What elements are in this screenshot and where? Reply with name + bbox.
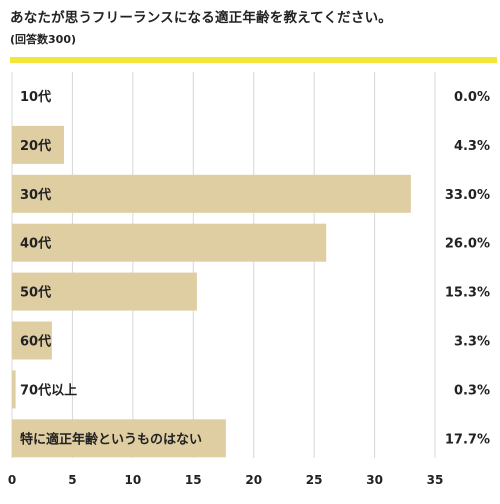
bar: [12, 321, 52, 360]
x-tick-label: 30: [366, 473, 383, 487]
bar: [12, 370, 16, 409]
bar: [12, 223, 327, 262]
chart-subtitle: (回答数300): [10, 33, 77, 46]
chart-title: あなたが思うフリーランスになる適正年齢を教えてください。: [10, 10, 392, 26]
category-label: 70代以上: [20, 382, 77, 398]
bar: [12, 419, 226, 458]
x-tick-label: 5: [68, 473, 76, 487]
category-label: 50代: [20, 285, 51, 301]
x-tick-label: 35: [427, 473, 444, 487]
category-label: 60代: [20, 334, 51, 350]
category-label: 20代: [20, 138, 51, 154]
value-label: 0.3%: [454, 383, 490, 398]
value-label: 17.7%: [445, 432, 490, 447]
x-tick-label: 15: [185, 473, 202, 487]
value-label: 33.0%: [445, 188, 490, 203]
category-label: 特に適正年齢というものはない: [20, 431, 202, 447]
category-label: 30代: [20, 187, 51, 203]
bar: [12, 125, 64, 164]
value-label: 15.3%: [445, 286, 490, 301]
category-label: 40代: [20, 236, 51, 252]
x-tick-label: 25: [306, 473, 323, 487]
value-label: 3.3%: [454, 335, 490, 350]
bar: [12, 272, 197, 311]
value-label: 26.0%: [445, 237, 490, 252]
x-tick-label: 0: [8, 473, 16, 487]
bar: [12, 174, 411, 213]
title-underline: [10, 57, 497, 63]
x-tick-label: 20: [245, 473, 262, 487]
value-label: 4.3%: [454, 139, 490, 154]
category-label: 10代: [20, 89, 51, 105]
x-tick-label: 10: [125, 473, 142, 487]
value-label: 0.0%: [454, 90, 490, 105]
